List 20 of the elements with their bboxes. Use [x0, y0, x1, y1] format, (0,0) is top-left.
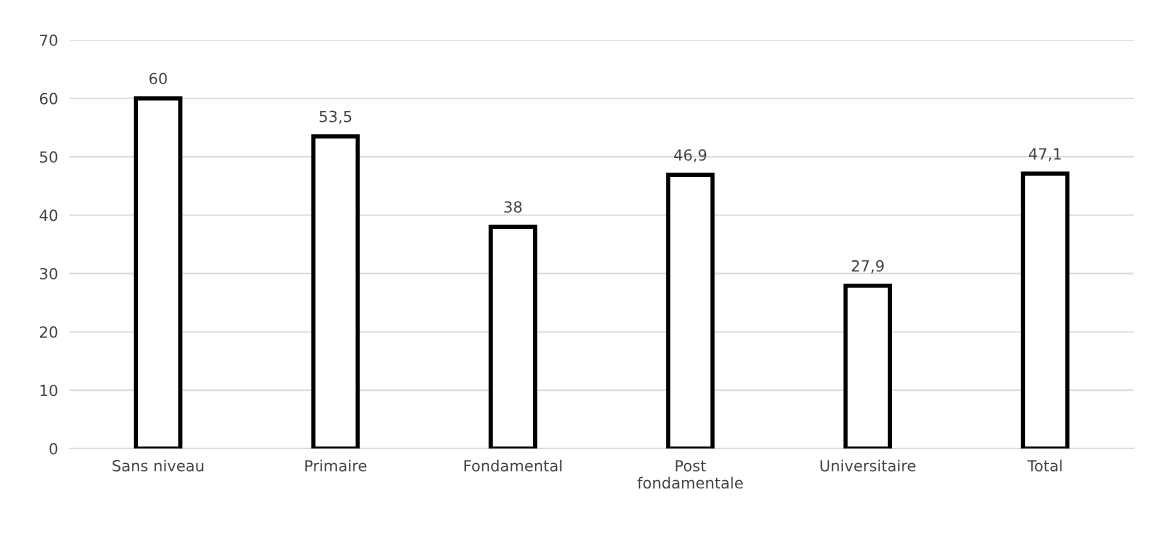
y-tick-label: 50: [40, 151, 58, 163]
data-label: 38: [504, 201, 522, 213]
y-tick-label: 20: [39, 326, 58, 338]
y-tick-label: 70: [40, 34, 58, 47]
y-tick-label: 30: [40, 267, 58, 280]
data-label: 46,9: [674, 149, 707, 163]
y-tick-label: 0: [49, 443, 58, 455]
y-tick-label: 10: [40, 384, 58, 397]
x-tick-label: Sans niveau: [112, 459, 204, 472]
data-label: 47,1: [1028, 148, 1061, 162]
data-label: 27,9: [851, 260, 884, 274]
x-tick-label: Total: [1027, 459, 1062, 472]
x-tick-label: Post fondamentale: [637, 460, 743, 489]
data-label: 53,5: [319, 110, 352, 124]
y-tick-label: 60: [39, 92, 58, 105]
data-label: 60: [149, 72, 167, 85]
x-tick-label: Fondamental: [464, 459, 562, 472]
y-tick-label: 40: [39, 209, 58, 222]
x-tick-label: Universitaire: [820, 459, 916, 472]
x-tick-label: Primaire: [305, 459, 367, 472]
